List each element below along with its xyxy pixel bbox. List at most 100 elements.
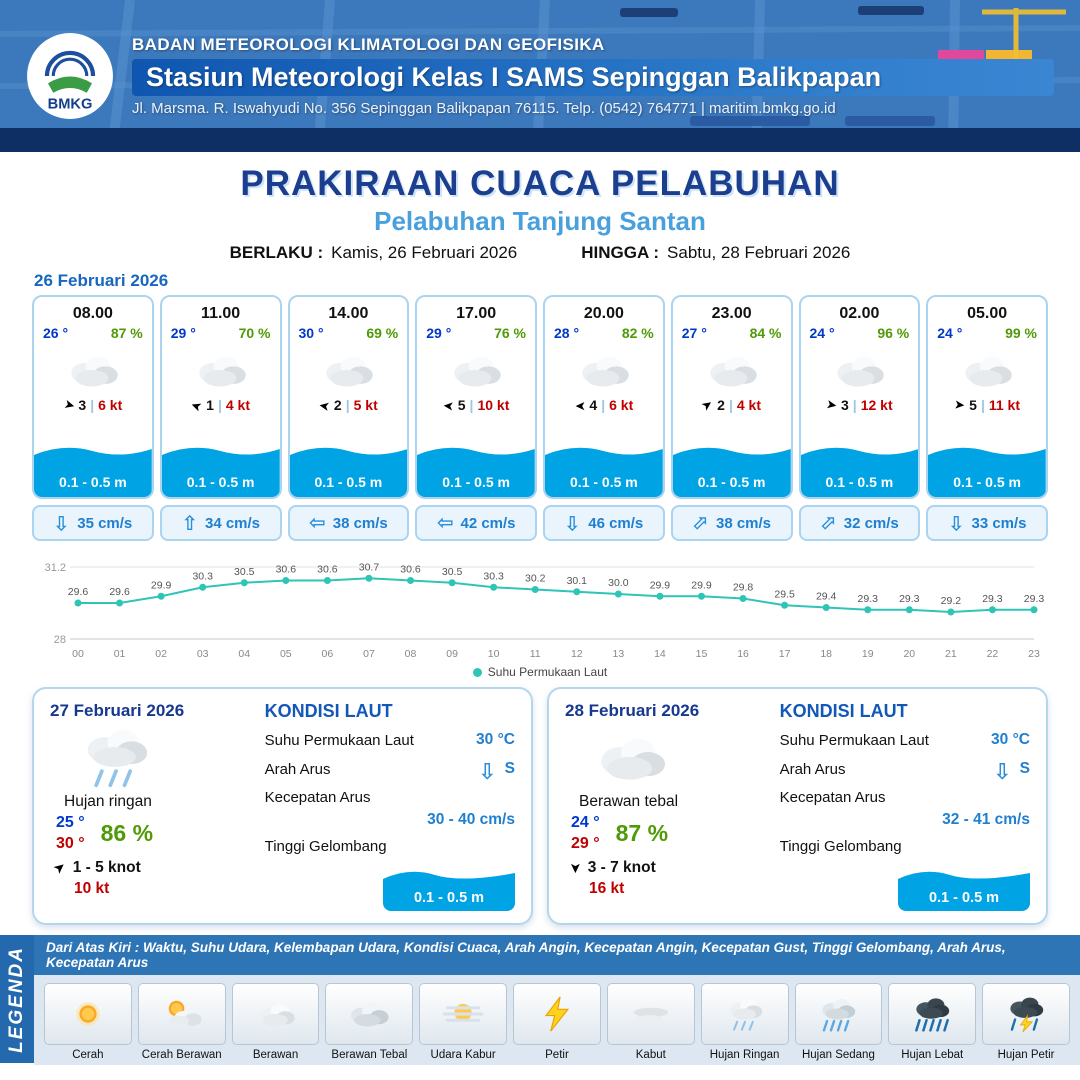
valid-from-value: Kamis, 26 Februari 2026 bbox=[331, 243, 518, 262]
humidity: 96 % bbox=[877, 325, 910, 341]
validity-row: BERLAKU : Kamis, 26 Februari 2026 HINGGA… bbox=[0, 243, 1080, 263]
daily-card: 28 Februari 2026 Berawan tebal 24 ° 29 °… bbox=[547, 687, 1048, 925]
humidity: 86 % bbox=[100, 820, 154, 847]
wave-height-box: 0.1 - 0.5 m bbox=[383, 865, 515, 911]
hourly-cards-row: 08.00 26 ° 87 % ➤ 3 | 6 kt 0.1 - 0.5 m ⇧… bbox=[32, 295, 1048, 541]
legend-item: Hujan Ringan bbox=[700, 983, 789, 1061]
title-block: PRAKIRAAN CUACA PELABUHAN Pelabuhan Tanj… bbox=[0, 152, 1080, 263]
daily-cards-row: 27 Februari 2026 Hujan ringan 25 ° 30 ° … bbox=[32, 687, 1048, 925]
wind-direction-icon: ➤ bbox=[953, 397, 966, 413]
svg-text:00: 00 bbox=[72, 648, 84, 660]
gust-speed: 10 kt bbox=[74, 879, 110, 897]
current-box: ⇧ 34 cm/s bbox=[159, 505, 282, 541]
svg-text:30.6: 30.6 bbox=[276, 564, 297, 576]
wind-row: ➤ 2 | 4 kt bbox=[673, 395, 791, 415]
legend-title: LEGENDA bbox=[6, 945, 27, 1053]
haze-icon bbox=[438, 995, 488, 1033]
hourly-card: 08.00 26 ° 87 % ➤ 3 | 6 kt 0.1 - 0.5 m ⇧… bbox=[32, 295, 154, 541]
wave-height: 0.1 - 0.5 m bbox=[570, 474, 638, 490]
valid-from-label: BERLAKU : bbox=[229, 243, 324, 262]
cloudy-icon bbox=[699, 345, 765, 395]
wind-direction-icon: ➤ bbox=[698, 395, 717, 415]
svg-text:30.1: 30.1 bbox=[567, 575, 588, 587]
svg-text:30.7: 30.7 bbox=[359, 561, 380, 573]
svg-text:29.6: 29.6 bbox=[109, 586, 130, 598]
thick-cloud-icon bbox=[583, 723, 679, 791]
humidity: 84 % bbox=[749, 325, 782, 341]
svg-text:10: 10 bbox=[488, 648, 500, 660]
legend-item: Hujan Lebat bbox=[888, 983, 977, 1061]
current-direction-icon: ⇧ bbox=[53, 511, 71, 535]
wave-height: 0.1 - 0.5 m bbox=[697, 474, 766, 490]
wind-row: ➤ 3 | 12 kt bbox=[801, 396, 919, 414]
hourly-card: 05.00 24 ° 99 % ➤ 5 | 11 kt 0.1 - 0.5 m … bbox=[926, 295, 1048, 541]
wind-speed: 6 kt bbox=[98, 397, 123, 413]
legend-note: Dari Atas Kiri : Waktu, Suhu Udara, Kele… bbox=[34, 935, 1080, 975]
svg-text:29.8: 29.8 bbox=[733, 582, 754, 594]
wind-direction-icon: ➤ bbox=[50, 857, 70, 878]
svg-text:29.3: 29.3 bbox=[982, 593, 1003, 605]
cloudy-icon bbox=[571, 345, 637, 395]
current-speed-label: Kecepatan Arus bbox=[779, 789, 886, 806]
wind-speed: 6 kt bbox=[609, 397, 634, 413]
current-speed: 46 cm/s bbox=[588, 514, 644, 532]
svg-text:09: 09 bbox=[446, 648, 458, 660]
legend-item: Udara Kabur bbox=[419, 983, 508, 1061]
legend-label: Berawan Tebal bbox=[331, 1049, 408, 1061]
divider: | bbox=[469, 397, 474, 413]
wave-height: 0.1 - 0.5 m bbox=[442, 474, 510, 490]
legend-sidebar: LEGENDA bbox=[0, 935, 34, 1063]
legend-label: Cerah bbox=[72, 1049, 104, 1061]
current-direction: S bbox=[504, 760, 515, 777]
legend-section: LEGENDA Dari Atas Kiri : Waktu, Suhu Uda… bbox=[0, 935, 1080, 1065]
sst-label: Suhu Permukaan Laut bbox=[264, 731, 414, 749]
wind-speed: 10 kt bbox=[477, 397, 510, 413]
thunderstorm-icon bbox=[1001, 995, 1051, 1033]
valid-until-value: Sabtu, 28 Februari 2026 bbox=[667, 243, 851, 262]
hourly-card: 20.00 28 ° 82 % ➤ 4 | 6 kt 0.1 - 0.5 m ⇧… bbox=[543, 295, 665, 541]
cloudy-icon bbox=[443, 345, 509, 395]
bmkg-logo-text: BMKG bbox=[48, 96, 93, 112]
svg-text:22: 22 bbox=[987, 648, 999, 660]
wind-scale: 2 bbox=[717, 397, 725, 413]
legend-label: Hujan Sedang bbox=[801, 1049, 875, 1061]
valid-until-label: HINGGA : bbox=[581, 243, 660, 262]
page-title: PRAKIRAAN CUACA PELABUHAN bbox=[240, 164, 840, 203]
divider: | bbox=[980, 397, 985, 413]
current-direction-label: Arah Arus bbox=[264, 760, 331, 778]
hourly-date: 26 Februari 2026 bbox=[34, 271, 169, 290]
forecast-time: 20.00 bbox=[583, 305, 624, 322]
wind-direction-icon: ➤ bbox=[824, 396, 839, 414]
air-temp: 28 ° bbox=[554, 325, 580, 341]
svg-text:29.9: 29.9 bbox=[691, 579, 712, 591]
cloudy-icon bbox=[315, 345, 381, 395]
wind-speed: 4 kt bbox=[225, 397, 250, 413]
wave-band: 0.1 - 0.5 m bbox=[417, 439, 535, 497]
sst-value: 30 °C bbox=[991, 731, 1030, 748]
agency-name: BADAN METEOROLOGI KLIMATOLOGI DAN GEOFIS… bbox=[132, 35, 605, 54]
gust-speed: 16 kt bbox=[589, 879, 625, 897]
wave-height-label: Tinggi Gelombang bbox=[779, 838, 902, 855]
wave-height: 0.1 - 0.5 m bbox=[953, 474, 1021, 490]
air-temp: 24 ° bbox=[937, 325, 963, 341]
legend-label: Petir bbox=[545, 1049, 569, 1061]
forecast-time: 11.00 bbox=[201, 305, 241, 322]
current-direction-icon: ⇧ bbox=[993, 757, 1012, 782]
current-direction-icon: ⇧ bbox=[564, 511, 582, 535]
forecast-time: 14.00 bbox=[328, 305, 369, 322]
wind-row: ➤ 3 - 7 knot bbox=[567, 859, 656, 877]
wind-scale: 1 bbox=[206, 397, 214, 413]
wave-height: 0.1 - 0.5 m bbox=[314, 474, 383, 490]
wind-speed: 11 kt bbox=[988, 397, 1020, 413]
port-name: Pelabuhan Tanjung Santan bbox=[374, 206, 706, 236]
svg-text:15: 15 bbox=[696, 648, 708, 660]
wind-scale: 3 bbox=[841, 397, 849, 413]
svg-text:16: 16 bbox=[737, 648, 749, 660]
legend-item: Cerah bbox=[44, 983, 132, 1061]
wind-direction-icon: ➤ bbox=[317, 396, 332, 414]
current-speed: 42 cm/s bbox=[460, 514, 516, 532]
legend-item: Hujan Petir bbox=[982, 983, 1070, 1061]
svg-text:19: 19 bbox=[862, 648, 874, 660]
wind-row: ➤ 5 | 11 kt bbox=[928, 397, 1046, 413]
temp-min: 25 ° bbox=[56, 814, 85, 831]
